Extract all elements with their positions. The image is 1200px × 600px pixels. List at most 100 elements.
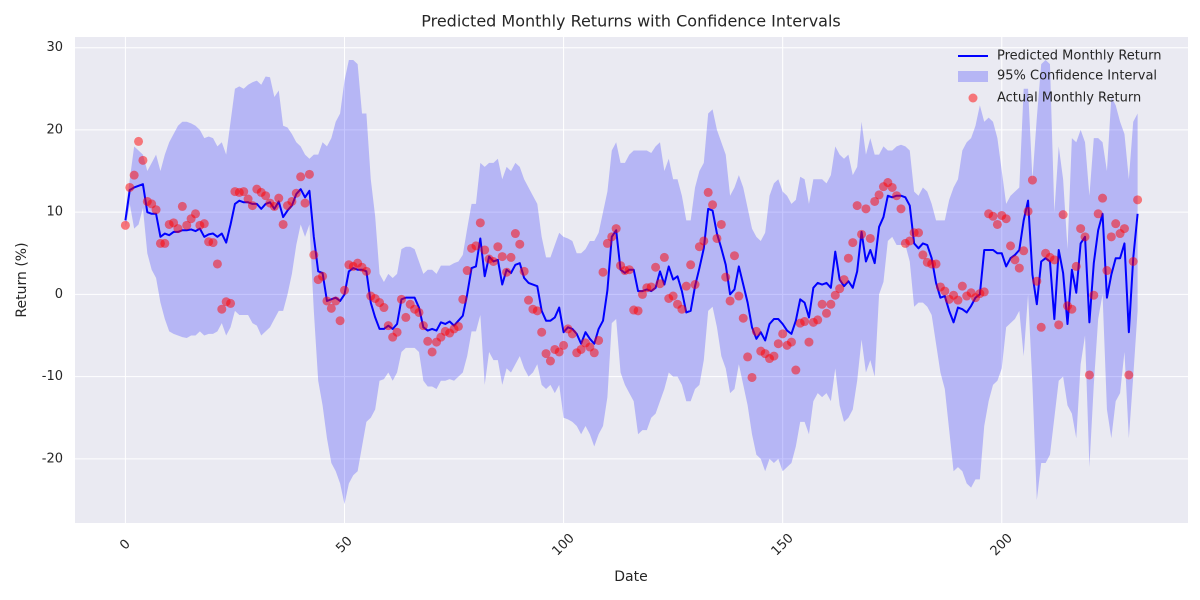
actual-point: [773, 339, 783, 349]
actual-point: [247, 201, 257, 211]
actual-point: [813, 315, 823, 325]
actual-point: [212, 259, 222, 269]
actual-point: [160, 238, 170, 248]
actual-point: [712, 233, 722, 243]
actual-point: [1119, 224, 1129, 234]
actual-point: [151, 205, 161, 215]
actual-point: [1098, 193, 1108, 203]
actual-point: [361, 266, 371, 276]
actual-point: [480, 245, 490, 255]
x-tick-label: 200: [988, 531, 1016, 559]
actual-point: [458, 294, 468, 304]
actual-point: [734, 291, 744, 301]
actual-point: [304, 169, 314, 179]
actual-point: [331, 296, 341, 306]
actual-point: [721, 272, 731, 282]
y-tick-label: 30: [46, 40, 63, 55]
actual-point: [633, 306, 643, 316]
y-tick-label: 10: [46, 205, 63, 220]
actual-point: [243, 194, 253, 204]
actual-point: [208, 238, 218, 248]
y-tick-label: 20: [46, 122, 63, 137]
legend-patch: [958, 71, 988, 82]
actual-point: [865, 233, 875, 243]
actual-point: [396, 294, 406, 304]
actual-point: [125, 182, 135, 192]
actual-point: [703, 187, 713, 197]
plot-area: [75, 37, 1188, 523]
actual-point: [839, 275, 849, 285]
actual-point: [296, 172, 306, 182]
actual-point: [287, 196, 297, 206]
actual-point: [918, 250, 928, 260]
actual-point: [931, 259, 941, 269]
actual-point: [576, 344, 586, 354]
y-tick-label: 0: [55, 287, 63, 302]
actual-point: [1001, 214, 1011, 224]
actual-point: [992, 219, 1002, 229]
actual-point: [914, 228, 924, 238]
actual-point: [173, 224, 183, 234]
actual-point: [598, 267, 608, 277]
actual-point: [462, 266, 472, 276]
x-tick-label: 150: [769, 531, 797, 559]
actual-point: [541, 349, 551, 359]
actual-point: [778, 329, 788, 339]
actual-point: [1036, 322, 1046, 332]
actual-point: [848, 238, 858, 248]
actual-point: [339, 285, 349, 295]
actual-point: [791, 365, 801, 375]
actual-point: [177, 201, 187, 211]
actual-point: [861, 204, 871, 214]
actual-point: [1014, 263, 1024, 273]
actual-point: [239, 187, 249, 197]
actual-point: [651, 262, 661, 272]
actual-point: [475, 218, 485, 228]
actual-point: [594, 335, 604, 345]
plot: [120, 60, 1143, 505]
actual-point: [545, 356, 555, 366]
actual-point: [510, 229, 520, 239]
actual-point: [708, 200, 718, 210]
actual-point: [532, 306, 542, 316]
actual-point: [957, 281, 967, 291]
actual-point: [524, 295, 534, 305]
actual-point: [743, 352, 753, 362]
actual-point: [138, 155, 148, 165]
actual-point: [414, 307, 424, 317]
actual-point: [686, 260, 696, 270]
actual-point: [554, 347, 564, 357]
actual-point: [870, 196, 880, 206]
actual-point: [199, 219, 209, 229]
actual-point: [800, 317, 810, 327]
actual-point: [129, 170, 139, 180]
actual-point: [786, 337, 796, 347]
y-axis-label: Return (%): [14, 242, 30, 317]
actual-point: [953, 295, 963, 305]
actual-point: [905, 236, 915, 246]
legend-label: 95% Confidence Interval: [997, 69, 1157, 84]
actual-point: [1019, 246, 1029, 256]
actual-point: [1093, 209, 1103, 219]
actual-point: [988, 211, 998, 221]
actual-point: [874, 190, 884, 200]
x-tick-label: 100: [549, 531, 577, 559]
actual-point: [887, 182, 897, 192]
actual-point: [979, 287, 989, 297]
actual-point: [335, 316, 345, 326]
confidence-band: [125, 60, 1138, 505]
legend-label: Actual Monthly Return: [997, 91, 1141, 106]
x-tick-label: 50: [333, 534, 355, 556]
actual-point: [729, 251, 739, 261]
actual-point: [471, 241, 481, 251]
actual-point: [659, 252, 669, 262]
actual-point: [892, 191, 902, 201]
y-tick-label: -10: [42, 369, 63, 384]
actual-point: [379, 303, 389, 313]
actual-point: [677, 304, 687, 314]
actual-point: [1058, 210, 1068, 220]
actual-point: [401, 312, 411, 322]
actual-point: [602, 238, 612, 248]
actual-point: [852, 201, 862, 211]
